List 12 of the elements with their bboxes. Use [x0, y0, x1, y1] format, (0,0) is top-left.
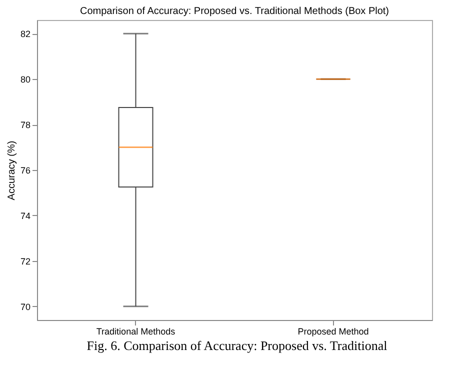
y-tick-label: 74 — [20, 210, 30, 221]
caption: Fig. 6. Comparison of Accuracy: Proposed vs. Traditional — [86, 338, 388, 353]
y-tick-label: 70 — [20, 302, 30, 312]
y-tick-label: 82 — [20, 29, 30, 40]
x-tick-label: Traditional Methods — [96, 326, 176, 336]
y-tick-label: 76 — [20, 166, 30, 176]
y-axis-title: Accuracy (%) — [6, 140, 18, 200]
y-tick-label: 80 — [20, 74, 30, 85]
y-tick-label: 78 — [20, 120, 30, 130]
x-tick-label: Proposed Method — [298, 326, 369, 336]
chart-title: Comparison of Accuracy: Proposed vs. Traditional Methods (Box Plot) — [80, 6, 390, 17]
y-tick-label: 72 — [20, 256, 30, 266]
